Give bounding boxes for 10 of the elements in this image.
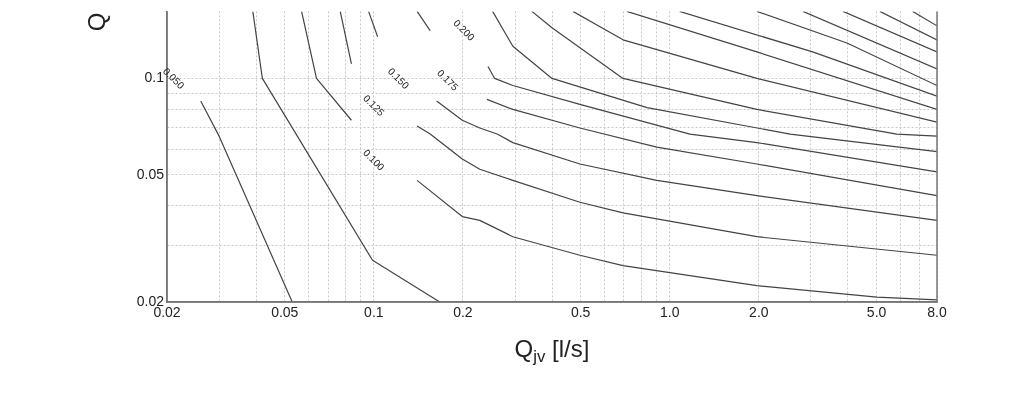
x-tick-label: 0.2	[453, 304, 473, 321]
x-tick-label: 0.05	[271, 304, 299, 321]
x-tick-label: 8.0	[927, 304, 947, 321]
y-axis-title: Q	[82, 12, 110, 32]
x-tick-label: 2.0	[749, 304, 769, 321]
y-tick-label: 0.05	[136, 165, 165, 182]
x-tick-label: 0.1	[364, 304, 384, 321]
x-tick-label: 5.0	[866, 304, 887, 321]
x-tick-label: 0.5	[570, 304, 591, 321]
x-tick-label: 1.0	[660, 304, 680, 321]
